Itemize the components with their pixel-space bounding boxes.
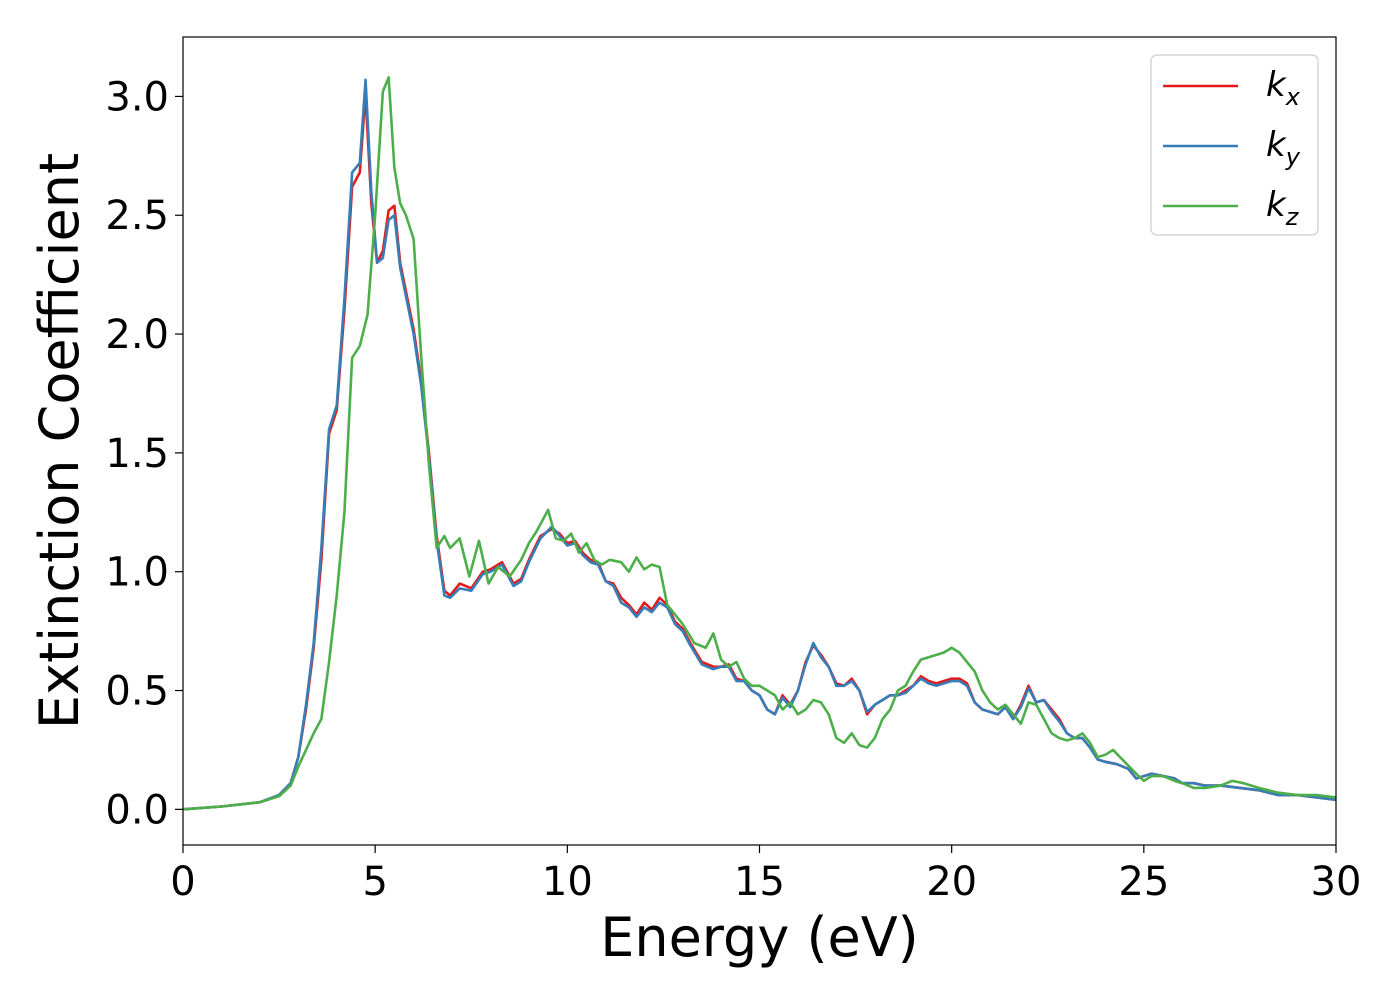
y-tick-label: 0.5 [105, 669, 169, 715]
y-tick-label: 2.0 [105, 312, 169, 358]
series-line-kz [183, 76, 1336, 811]
legend-label-subscript: y [1285, 143, 1301, 171]
x-tick-label: 30 [1311, 859, 1362, 905]
x-tick-label: 5 [362, 859, 387, 905]
legend-label-main: k [1266, 65, 1287, 105]
x-axis-title: Energy (eV) [600, 906, 919, 969]
legend-label-main: k [1266, 185, 1287, 225]
x-tick-label: 20 [926, 859, 977, 905]
y-tick-label: 2.5 [105, 193, 169, 239]
legend-label-kx: kx [1266, 65, 1301, 111]
legend-label-main: k [1266, 125, 1287, 165]
y-tick-label: 1.0 [105, 550, 169, 596]
series-layer [183, 76, 1336, 811]
y-tick-label: 3.0 [105, 74, 169, 120]
legend-label-ky: ky [1266, 125, 1301, 171]
y-axis-title: Extinction Coefficient [28, 153, 91, 729]
x-tick-label: 0 [170, 859, 195, 905]
y-tick-label: 1.5 [105, 431, 169, 477]
x-tick-label: 15 [734, 859, 785, 905]
x-tick-label: 25 [1118, 859, 1169, 905]
legend-label-subscript: x [1285, 83, 1301, 111]
y-tick-label: 0.0 [105, 787, 169, 833]
x-tick-label: 10 [542, 859, 593, 905]
legend-label-kz: kz [1266, 185, 1300, 231]
legend-label-subscript: z [1285, 203, 1300, 231]
ticks-layer: 0 5 10 15 20 25 30 0.0 0.5 1.0 1.5 2.0 2.5 3.0 [105, 74, 1361, 905]
